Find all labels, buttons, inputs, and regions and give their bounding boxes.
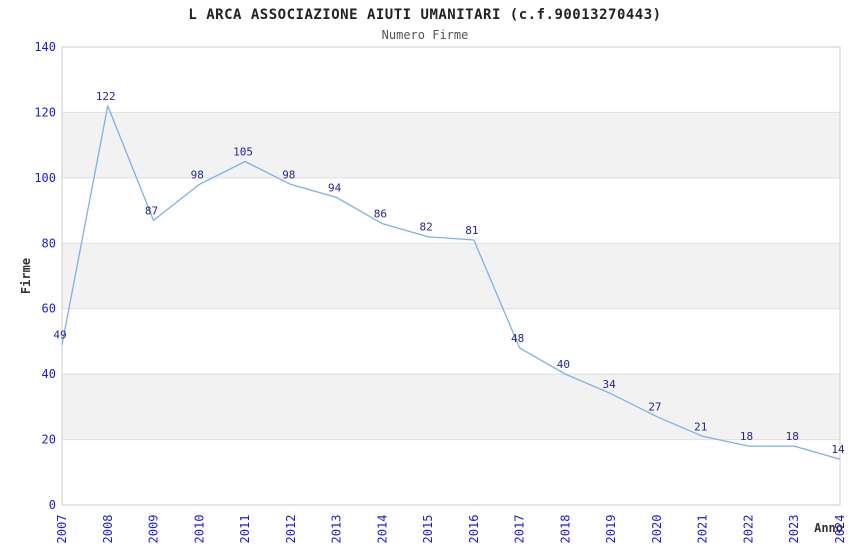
x-tick-label: 2023 bbox=[787, 515, 801, 544]
y-tick-label: 100 bbox=[34, 171, 56, 185]
x-tick-label: 2008 bbox=[101, 515, 115, 544]
band bbox=[62, 112, 840, 178]
x-tick-label: 2014 bbox=[375, 515, 389, 544]
x-tick-label: 2016 bbox=[467, 515, 481, 544]
point-label: 34 bbox=[603, 378, 617, 391]
point-label: 98 bbox=[282, 168, 295, 181]
band bbox=[62, 374, 840, 440]
point-label: 48 bbox=[511, 332, 524, 345]
point-label: 94 bbox=[328, 181, 342, 194]
data-line bbox=[61, 105, 841, 460]
point-label: 49 bbox=[53, 329, 66, 342]
y-tick-label: 60 bbox=[42, 302, 56, 316]
x-axis-label: Anno bbox=[814, 521, 843, 535]
point-label: 87 bbox=[145, 204, 158, 217]
y-tick-label: 80 bbox=[42, 236, 56, 250]
x-tick-label: 2010 bbox=[192, 515, 206, 544]
y-tick-label: 0 bbox=[49, 498, 56, 512]
point-label: 18 bbox=[740, 430, 753, 443]
band bbox=[62, 243, 840, 309]
x-tick-label: 2019 bbox=[604, 515, 618, 544]
point-label: 14 bbox=[831, 443, 845, 456]
point-label: 40 bbox=[557, 358, 570, 371]
x-tick-label: 2012 bbox=[284, 515, 298, 544]
x-tick-label: 2024 bbox=[833, 515, 847, 544]
x-tick-label: 2022 bbox=[741, 515, 755, 544]
x-tick-label: 2013 bbox=[330, 515, 344, 544]
chart-title: L ARCA ASSOCIAZIONE AIUTI UMANITARI (c.f… bbox=[188, 7, 662, 23]
point-label: 18 bbox=[786, 430, 799, 443]
x-tick-label: 2009 bbox=[147, 515, 161, 544]
x-tick-label: 2018 bbox=[558, 515, 572, 544]
point-label: 86 bbox=[374, 208, 387, 221]
y-tick-label: 40 bbox=[42, 367, 56, 381]
chart-subtitle: Numero Firme bbox=[381, 28, 469, 42]
x-tick-label: 2011 bbox=[238, 515, 252, 544]
point-label: 27 bbox=[648, 401, 661, 414]
x-tick-label: 2017 bbox=[513, 515, 527, 544]
y-tick-label: 120 bbox=[34, 105, 56, 119]
point-label: 122 bbox=[96, 90, 116, 103]
point-label: 98 bbox=[191, 168, 204, 181]
point-label: 81 bbox=[465, 224, 478, 237]
x-tick-label: 2007 bbox=[55, 515, 69, 544]
y-tick-label: 20 bbox=[42, 433, 56, 447]
y-tick-label: 140 bbox=[34, 40, 56, 54]
point-label: 21 bbox=[694, 420, 707, 433]
x-tick-label: 2015 bbox=[421, 515, 435, 544]
point-label: 82 bbox=[419, 221, 432, 234]
plot-border bbox=[61, 46, 841, 506]
x-tick-label: 2021 bbox=[696, 515, 710, 544]
x-tick-label: 2020 bbox=[650, 515, 664, 544]
point-label: 105 bbox=[233, 146, 253, 159]
